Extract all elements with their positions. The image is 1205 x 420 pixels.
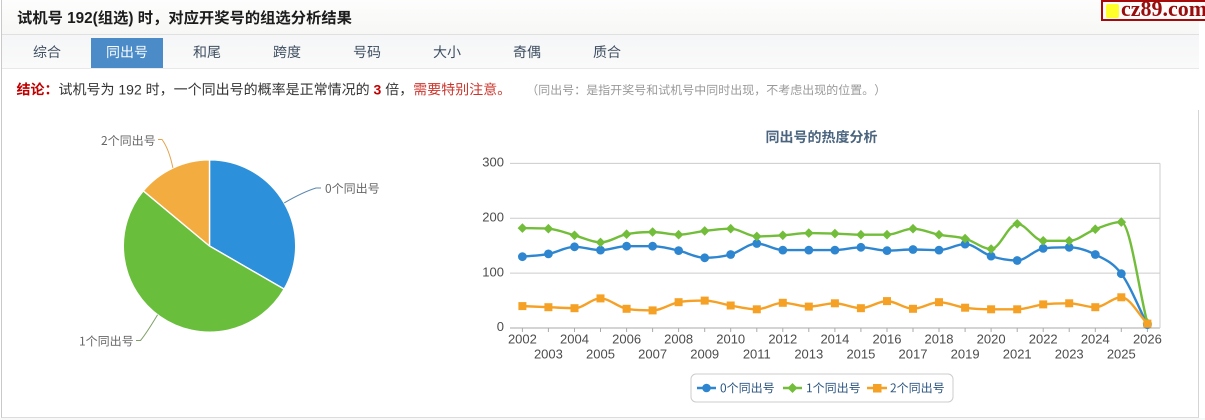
svg-text:2007: 2007 — [638, 347, 667, 362]
svg-text:2002: 2002 — [508, 332, 537, 347]
svg-text:2021: 2021 — [1003, 347, 1032, 362]
svg-text:2003: 2003 — [534, 347, 563, 362]
svg-text:2019: 2019 — [951, 347, 980, 362]
svg-text:2025: 2025 — [1107, 347, 1136, 362]
svg-text:2013: 2013 — [794, 347, 823, 362]
svg-text:2010: 2010 — [716, 332, 745, 347]
svg-text:2009: 2009 — [690, 347, 719, 362]
svg-text:): ) — [128, 10, 137, 27]
svg-text:2024: 2024 — [1081, 332, 1110, 347]
svg-text:300: 300 — [482, 155, 504, 170]
svg-text:2015: 2015 — [846, 347, 875, 362]
svg-text:100: 100 — [482, 264, 504, 279]
svg-text:2018: 2018 — [925, 332, 954, 347]
svg-text:192: 192 — [115, 81, 146, 97]
svg-text:200: 200 — [482, 210, 504, 225]
svg-text:2004: 2004 — [560, 332, 589, 347]
svg-text:2016: 2016 — [873, 332, 902, 347]
svg-text:192(: 192( — [63, 10, 99, 27]
svg-text:2023: 2023 — [1055, 347, 1084, 362]
svg-text:2005: 2005 — [586, 347, 615, 362]
svg-text:2026: 2026 — [1133, 332, 1162, 347]
svg-text:3: 3 — [374, 81, 382, 97]
svg-text:2014: 2014 — [820, 332, 849, 347]
svg-text:0: 0 — [497, 319, 504, 334]
svg-text:2022: 2022 — [1029, 332, 1058, 347]
svg-text:2012: 2012 — [768, 332, 797, 347]
svg-text:2008: 2008 — [664, 332, 693, 347]
svg-text:2020: 2020 — [977, 332, 1006, 347]
svg-text:2011: 2011 — [743, 347, 771, 362]
svg-text:2017: 2017 — [899, 347, 928, 362]
svg-text:2006: 2006 — [612, 332, 641, 347]
